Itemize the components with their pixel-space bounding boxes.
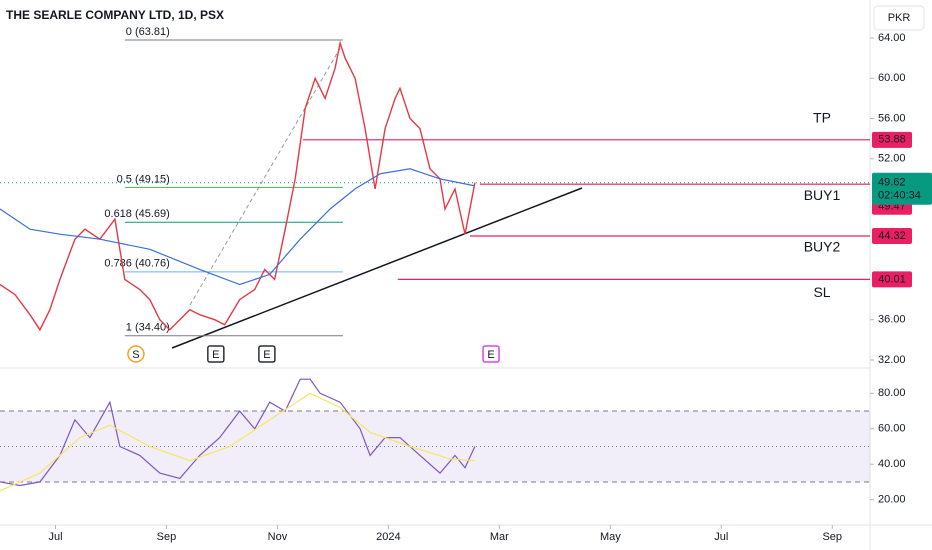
event-label: E <box>212 349 219 361</box>
x-tick-label: May <box>600 531 621 543</box>
currency-label: PKR <box>888 12 911 24</box>
x-tick-label: Sep <box>822 531 842 543</box>
y-tick-label: 56.00 <box>878 112 906 124</box>
fib-label: 0.786 (40.76) <box>104 258 169 270</box>
level-label: SL <box>813 284 830 300</box>
y-tick-label: 20.00 <box>878 494 906 506</box>
x-tick-label: Jul <box>48 531 62 543</box>
current-price-label: 49.62 <box>878 177 906 189</box>
event-label: E <box>487 349 494 361</box>
event-marker <box>127 345 145 363</box>
fib-label: 0.618 (45.69) <box>104 208 169 220</box>
y-tick-label: 32.00 <box>878 354 906 366</box>
event-label: S <box>132 349 139 361</box>
price-tag-label: 53.88 <box>878 134 906 146</box>
event-marker <box>207 345 225 363</box>
x-tick-label: Nov <box>268 531 288 543</box>
x-tick-label: Sep <box>157 531 177 543</box>
level-label: BUY2 <box>804 239 841 255</box>
series-line <box>0 392 475 492</box>
event-marker <box>482 345 500 363</box>
price-tag-label: 44.32 <box>878 230 906 242</box>
y-tick-label: 64.00 <box>878 32 906 44</box>
y-tick-label: 52.00 <box>878 153 906 165</box>
y-tick-label: 60.00 <box>878 423 906 435</box>
level-label: BUY1 <box>804 187 841 203</box>
price-tag <box>872 271 912 288</box>
x-tick-label: Jul <box>714 531 728 543</box>
y-tick-label: 60.00 <box>878 72 906 84</box>
trend-line <box>171 187 583 349</box>
x-tick-label: 2024 <box>376 531 400 543</box>
event-marker <box>258 345 276 363</box>
price-tag <box>872 131 912 148</box>
x-tick-label: Mar <box>490 531 509 543</box>
current-price-tag <box>872 172 932 205</box>
chart-title: THE SEARLE COMPANY LTD, 1D, PSX <box>6 8 224 22</box>
level-label: TP <box>813 110 831 126</box>
event-label: E <box>263 349 270 361</box>
y-tick-label: 40.00 <box>878 458 906 470</box>
countdown-label: 02:40:34 <box>878 190 921 202</box>
fib-label: 0.5 (49.15) <box>117 173 170 185</box>
fib-trend <box>189 44 343 306</box>
series-line <box>0 168 476 286</box>
y-tick-label: 80.00 <box>878 387 906 399</box>
y-tick-label: 36.00 <box>878 314 906 326</box>
currency-button[interactable] <box>873 5 925 31</box>
fib-label: 0 (63.81) <box>126 26 170 38</box>
fib-label: 1 (34.40) <box>126 322 170 334</box>
rsi-band <box>0 411 870 482</box>
price-tag <box>872 228 912 245</box>
price-tag-label: 40.01 <box>878 273 906 285</box>
